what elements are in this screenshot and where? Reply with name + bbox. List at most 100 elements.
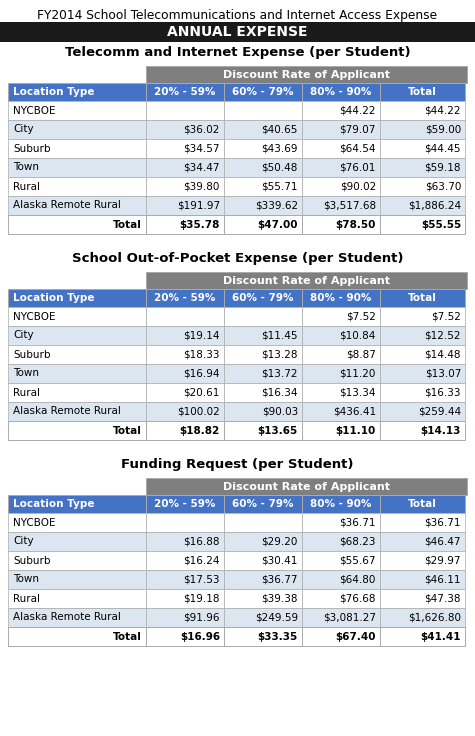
Text: $13.28: $13.28 [262,350,298,359]
Text: $36.71: $36.71 [340,517,376,528]
Bar [8,289,146,307]
Text: $39.80: $39.80 [184,182,220,191]
Bar [224,326,302,345]
Bar [302,215,380,234]
Bar [146,495,224,513]
Text: $76.01: $76.01 [340,163,376,172]
Text: $47.00: $47.00 [257,219,298,230]
Text: $67.40: $67.40 [335,631,376,642]
Bar [8,215,146,234]
Text: $7.52: $7.52 [346,311,376,322]
Bar [8,383,146,402]
Text: Total: Total [113,425,142,436]
Bar [224,196,302,215]
Text: Location Type: Location Type [13,87,95,97]
Text: $14.48: $14.48 [425,350,461,359]
Text: Total: Total [113,219,142,230]
Bar [224,551,302,570]
Text: $11.45: $11.45 [262,330,298,341]
Text: Rural: Rural [13,387,40,397]
Bar [302,513,380,532]
Bar [302,345,380,364]
Bar [380,402,465,421]
Bar [146,627,224,646]
Text: $12.52: $12.52 [425,330,461,341]
Bar [380,83,465,101]
Bar [146,83,224,101]
Text: $76.68: $76.68 [340,593,376,604]
Text: $11.20: $11.20 [340,369,376,378]
Text: NYCBOE: NYCBOE [13,105,56,116]
Text: $79.07: $79.07 [340,124,376,135]
Bar [8,402,146,421]
Bar [302,101,380,120]
Text: $34.57: $34.57 [183,144,220,154]
Bar [146,196,224,215]
Bar [146,478,467,495]
Bar [302,608,380,627]
Text: $13.34: $13.34 [340,387,376,397]
Text: $11.10: $11.10 [336,425,376,436]
Bar [302,120,380,139]
Text: Location Type: Location Type [13,499,95,509]
Text: $7.52: $7.52 [431,311,461,322]
Text: ANNUAL EXPENSE: ANNUAL EXPENSE [167,25,308,39]
Bar [224,627,302,646]
Bar [302,551,380,570]
Text: City: City [13,537,34,547]
Bar [380,307,465,326]
Text: $19.18: $19.18 [183,593,220,604]
Text: $436.41: $436.41 [333,406,376,417]
Bar [8,421,146,440]
Bar [8,608,146,627]
Text: Discount Rate of Applicant: Discount Rate of Applicant [223,69,390,79]
Bar [8,101,146,120]
Bar [380,326,465,345]
Bar [302,627,380,646]
Text: $16.34: $16.34 [262,387,298,397]
Text: Discount Rate of Applicant: Discount Rate of Applicant [223,481,390,492]
Text: NYCBOE: NYCBOE [13,517,56,528]
Text: $16.88: $16.88 [183,537,220,547]
Bar [146,589,224,608]
Text: $34.47: $34.47 [183,163,220,172]
Bar [302,326,380,345]
Text: Total: Total [408,293,437,303]
Bar [146,421,224,440]
Bar [146,272,467,289]
Text: Town: Town [13,575,39,584]
Bar [380,383,465,402]
Text: Location Type: Location Type [13,293,95,303]
Bar [146,345,224,364]
Bar [224,307,302,326]
Bar [146,551,224,570]
Text: Rural: Rural [13,593,40,604]
Bar [146,158,224,177]
Bar [146,570,224,589]
Bar [8,551,146,570]
Bar [8,570,146,589]
Bar [224,83,302,101]
Bar [8,120,146,139]
Text: $33.35: $33.35 [258,631,298,642]
Bar [8,139,146,158]
Text: $59.18: $59.18 [425,163,461,172]
Text: $13.07: $13.07 [425,369,461,378]
Text: $16.94: $16.94 [183,369,220,378]
Bar [224,495,302,513]
Bar [146,513,224,532]
Bar [380,139,465,158]
Bar [8,83,146,101]
Text: $13.65: $13.65 [258,425,298,436]
Bar [380,589,465,608]
Text: $1,886.24: $1,886.24 [408,200,461,210]
Text: $44.22: $44.22 [340,105,376,116]
Bar [8,345,146,364]
Bar [146,402,224,421]
Text: $36.77: $36.77 [262,575,298,584]
Text: $18.33: $18.33 [183,350,220,359]
Text: $20.61: $20.61 [184,387,220,397]
Text: $249.59: $249.59 [255,612,298,623]
Bar [8,196,146,215]
Text: $78.50: $78.50 [336,219,376,230]
